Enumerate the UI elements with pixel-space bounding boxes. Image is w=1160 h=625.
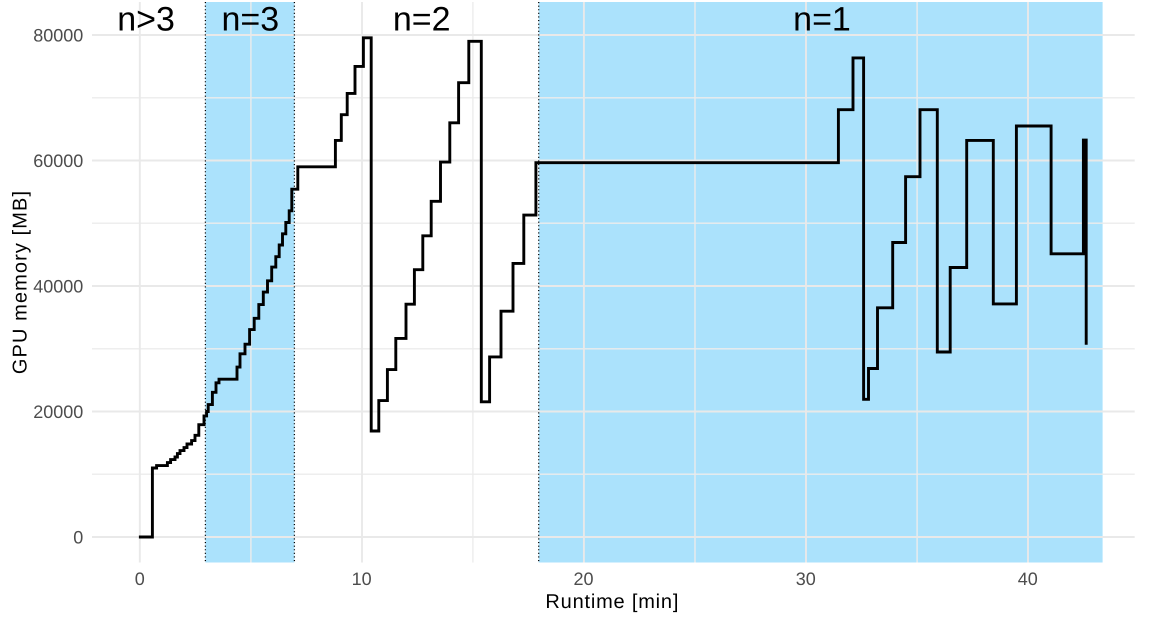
svg-text:GPU memory [MB]: GPU memory [MB] [10, 190, 32, 374]
svg-text:80000: 80000 [33, 25, 83, 45]
svg-text:0: 0 [73, 527, 83, 547]
svg-text:20000: 20000 [33, 402, 83, 422]
svg-text:40000: 40000 [33, 276, 83, 296]
svg-text:n=1: n=1 [793, 0, 851, 38]
svg-text:30: 30 [796, 569, 816, 589]
svg-text:n=3: n=3 [221, 0, 279, 38]
svg-text:40: 40 [1018, 569, 1038, 589]
svg-text:Runtime [min]: Runtime [min] [545, 591, 679, 613]
svg-text:20: 20 [573, 569, 593, 589]
svg-text:10: 10 [352, 569, 372, 589]
svg-text:n=2: n=2 [393, 0, 451, 38]
svg-text:60000: 60000 [33, 151, 83, 171]
svg-text:0: 0 [135, 569, 145, 589]
svg-text:n>3: n>3 [117, 0, 175, 38]
